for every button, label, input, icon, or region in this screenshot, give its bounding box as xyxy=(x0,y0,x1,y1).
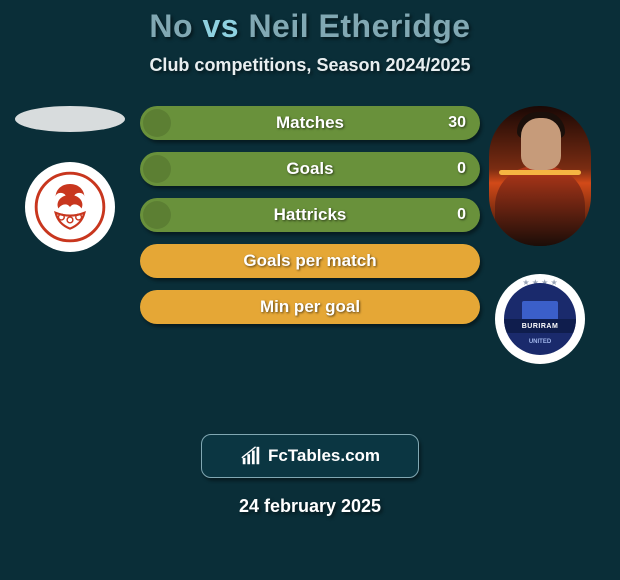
title-row: No vs Neil Etheridge xyxy=(0,8,620,45)
player2-name: Neil Etheridge xyxy=(248,8,470,44)
stat-bar: Goals 0 xyxy=(140,152,480,186)
stat-value: 30 xyxy=(448,114,466,132)
stat-bar: Hattricks 0 xyxy=(140,198,480,232)
buriram-badge-icon: BURIRAM UNITED xyxy=(504,283,576,355)
stat-bar: Goals per match xyxy=(140,244,480,278)
stat-bars: Matches 30 Goals 0 Hattricks 0 Goals per match… xyxy=(140,106,480,336)
stat-bar: Min per goal xyxy=(140,290,480,324)
player1-club-logo xyxy=(25,162,115,252)
left-column xyxy=(10,106,130,252)
stat-bar: Matches 30 xyxy=(140,106,480,140)
main-area: Matches 30 Goals 0 Hattricks 0 Goals per match… xyxy=(0,106,620,406)
branding-badge: FcTables.com xyxy=(201,434,419,478)
date-text: 24 february 2025 xyxy=(0,496,620,517)
stat-label: Min per goal xyxy=(260,297,360,317)
club-utd-text: UNITED xyxy=(504,339,576,345)
bird-emblem-icon xyxy=(34,171,106,243)
bar-knob xyxy=(143,201,171,229)
player1-silhouette xyxy=(15,106,125,132)
bar-knob xyxy=(143,109,171,137)
stat-label: Goals xyxy=(286,159,333,179)
player1-name: No xyxy=(149,8,193,44)
stat-label: Matches xyxy=(276,113,344,133)
player2-club-logo: ★ ★ ★ ★ BURIRAM UNITED xyxy=(495,274,585,364)
subtitle: Club competitions, Season 2024/2025 xyxy=(0,55,620,76)
comparison-card: No vs Neil Etheridge Club competitions, … xyxy=(0,0,620,580)
player2-photo xyxy=(489,106,591,246)
stat-label: Hattricks xyxy=(274,205,347,225)
bar-knob xyxy=(143,155,171,183)
branding-text: FcTables.com xyxy=(268,446,380,466)
stat-value: 0 xyxy=(457,206,466,224)
club-band-text: BURIRAM xyxy=(504,319,576,333)
vs-text: vs xyxy=(202,8,239,44)
right-column: ★ ★ ★ ★ BURIRAM UNITED xyxy=(480,106,600,364)
stat-value: 0 xyxy=(457,160,466,178)
stat-label: Goals per match xyxy=(243,251,376,271)
chart-icon xyxy=(240,445,262,467)
